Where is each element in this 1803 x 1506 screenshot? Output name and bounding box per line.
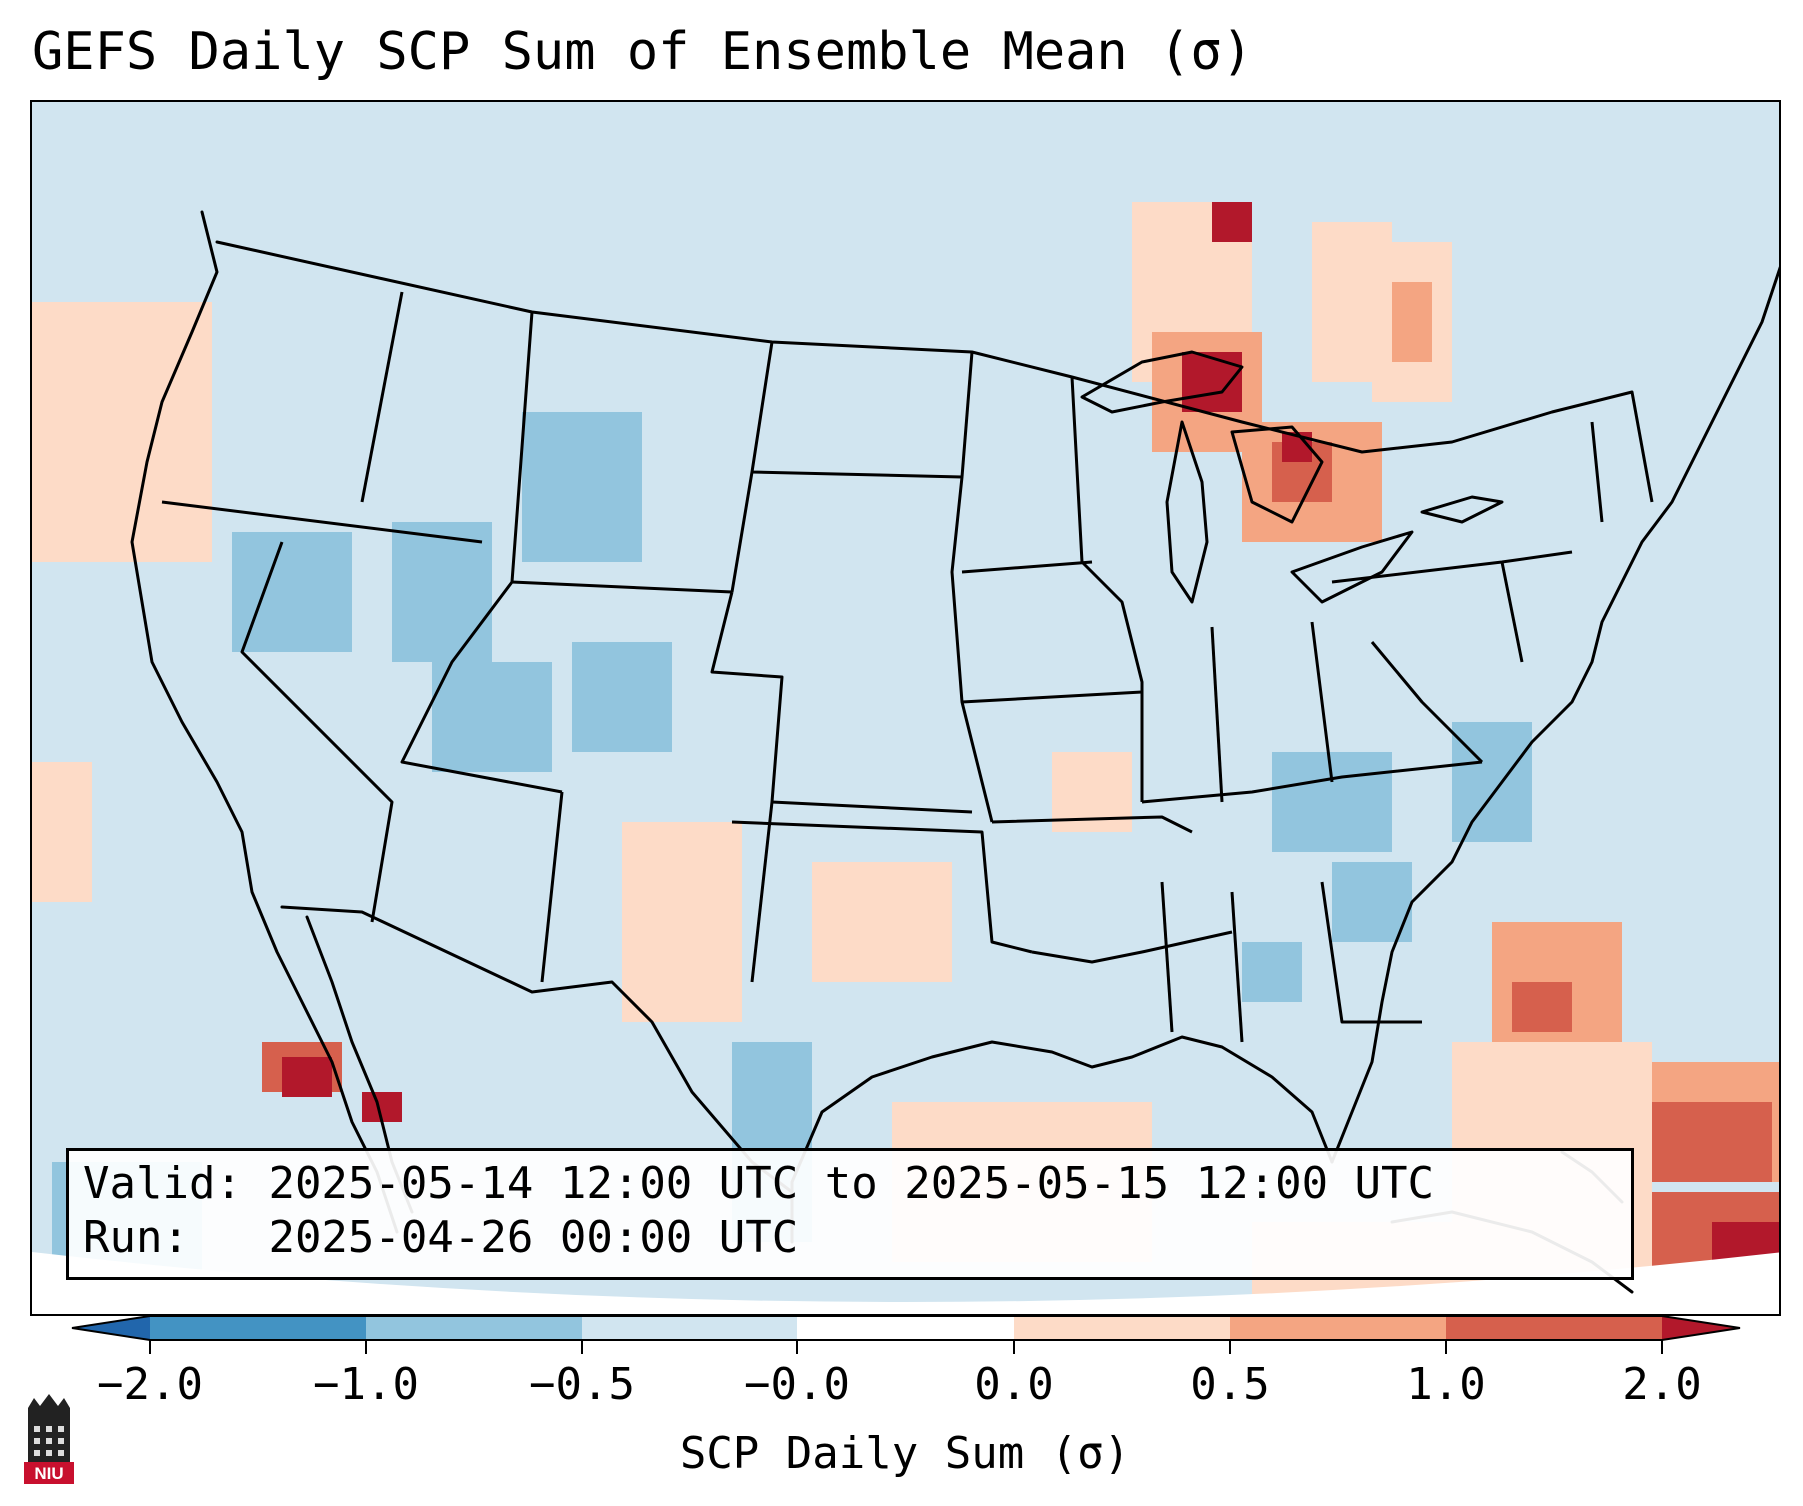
colorbar-tick-label: −0.5 [529, 1359, 635, 1410]
anomaly-cell [1182, 352, 1242, 412]
lake-ontario [1420, 495, 1504, 524]
projection-edge-mask [32, 1252, 1779, 1314]
anomaly-cell [282, 1057, 332, 1097]
anomaly-cell [622, 822, 742, 1022]
anomaly-cell [1392, 282, 1432, 362]
logo-text: NIU [34, 1464, 63, 1483]
anomaly-cell [1242, 942, 1302, 1002]
anomaly-cell [1452, 722, 1532, 842]
colorbar-bin [582, 1316, 797, 1340]
anomaly-cell [1332, 862, 1412, 942]
atlantic-coastline [1330, 266, 1779, 1164]
colorbar-bin [1446, 1316, 1662, 1340]
anomaly-cell [572, 642, 672, 752]
run-label: Run: [83, 1212, 189, 1263]
anomaly-cell [1512, 982, 1572, 1032]
lake-michigan [1165, 420, 1209, 604]
colorbar-bin [797, 1316, 1014, 1340]
anomaly-cell [1212, 202, 1252, 242]
lake-erie [1290, 530, 1414, 604]
anomaly-cell [32, 762, 92, 902]
anomaly-cell [432, 662, 552, 772]
lake-superior [1080, 350, 1244, 414]
map-panel [30, 100, 1781, 1316]
colorbar-label: SCP Daily Sum (σ) [679, 1428, 1131, 1479]
anomaly-cell [1272, 752, 1392, 852]
run-value: 2025-04-26 00:00 UTC [268, 1212, 799, 1263]
anomaly-cell [812, 862, 952, 982]
gulf-coastline [790, 1035, 1334, 1244]
colorbar-tick-label: −2.0 [97, 1359, 203, 1410]
us-canada-border [215, 240, 1634, 454]
state-borders [161, 291, 1654, 1043]
colorbar-bin [1014, 1316, 1230, 1340]
colorbar-tick-label: 1.0 [1406, 1359, 1486, 1410]
colorbar-bin [366, 1316, 582, 1340]
colorbar-over-arrow [1662, 1316, 1740, 1340]
colorbar-tick-label: 2.0 [1622, 1359, 1702, 1410]
lake-huron [1230, 425, 1324, 524]
anomaly-cell [392, 522, 492, 662]
colorbar-bin [1230, 1316, 1446, 1340]
valid-value: 2025-05-14 12:00 UTC to 2025-05-15 12:00… [268, 1158, 1435, 1209]
anomaly-cell [232, 532, 352, 652]
niu-logo: NIU [24, 1394, 74, 1484]
colorbar-tick-label: −1.0 [313, 1359, 419, 1410]
colorbar-tick-label: −0.0 [744, 1359, 850, 1410]
colorbar-bins [71, 1315, 1741, 1354]
anomaly-cell [1652, 1102, 1772, 1182]
colorbar-bin [150, 1316, 366, 1340]
colorbar-under-arrow [72, 1316, 150, 1340]
map-canvas [32, 102, 1779, 1314]
anomaly-cells [32, 102, 1779, 1314]
colorbar-tick-label: 0.5 [1190, 1359, 1270, 1410]
logo-tower-shape [28, 1394, 70, 1420]
valid-run-info-box: Valid: 2025-05-14 12:00 UTC to 2025-05-1… [66, 1148, 1634, 1280]
pacific-coastline [130, 210, 399, 1234]
anomaly-cell [522, 412, 642, 562]
logo-banner [24, 1462, 74, 1484]
map-title: GEFS Daily SCP Sum of Ensemble Mean (σ) [32, 22, 1253, 82]
valid-label: Valid: [83, 1158, 242, 1209]
colorbar-tick-label: 0.0 [974, 1359, 1054, 1410]
coastlines [130, 210, 1779, 1294]
colorbar-outline [71, 1315, 1741, 1341]
anomaly-cell [32, 302, 212, 562]
